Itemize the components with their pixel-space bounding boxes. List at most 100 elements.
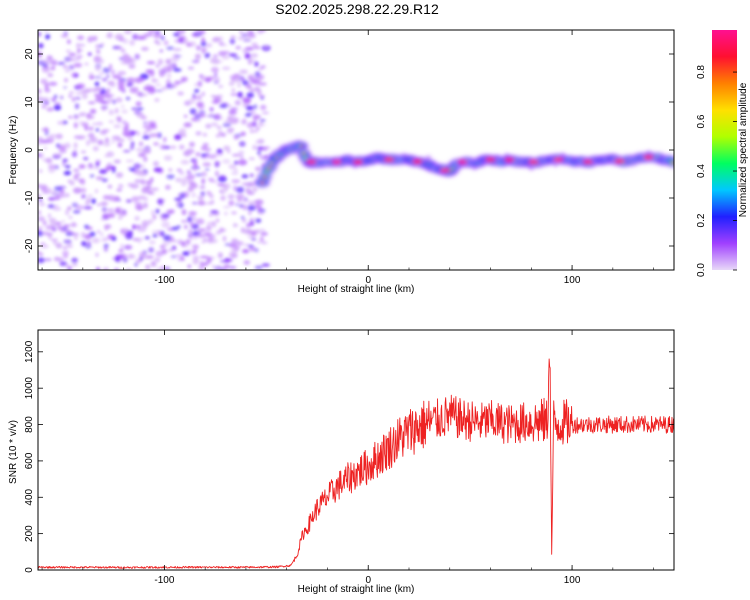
noise-blob bbox=[46, 135, 54, 139]
noise-blob bbox=[155, 83, 161, 87]
noise-blob bbox=[60, 194, 66, 198]
colorbar-gradient bbox=[712, 30, 737, 270]
noise-blob bbox=[246, 92, 255, 99]
noise-blob bbox=[245, 105, 254, 111]
noise-blob bbox=[180, 79, 185, 84]
noise-blob bbox=[95, 252, 99, 257]
noise-blob bbox=[83, 156, 89, 161]
noise-blob bbox=[227, 104, 232, 108]
spectrogram-y-tick-label: 0 bbox=[24, 147, 35, 153]
noise-blob bbox=[216, 183, 223, 186]
noise-blob bbox=[153, 161, 159, 167]
noise-blob bbox=[77, 47, 81, 54]
noise-blob bbox=[182, 134, 187, 137]
noise-blob bbox=[218, 84, 224, 88]
noise-blob bbox=[237, 81, 241, 88]
snr-line bbox=[38, 358, 674, 569]
noise-blob bbox=[105, 88, 111, 94]
noise-blob bbox=[177, 239, 183, 243]
noise-blob bbox=[221, 55, 230, 60]
noise-blob bbox=[247, 205, 257, 211]
noise-blob bbox=[99, 231, 104, 238]
noise-blob bbox=[254, 265, 263, 270]
noise-blob bbox=[156, 230, 162, 235]
snr-x-label: Height of straight line (km) bbox=[298, 584, 415, 595]
noise-blob bbox=[180, 159, 190, 165]
noise-blob bbox=[89, 139, 98, 144]
noise-blob bbox=[147, 30, 157, 34]
noise-blob bbox=[163, 234, 171, 241]
noise-blob bbox=[94, 76, 102, 79]
noise-blob bbox=[38, 88, 42, 94]
noise-blob bbox=[134, 202, 143, 206]
noise-blob bbox=[180, 180, 187, 187]
snr-y-tick-label: 0 bbox=[24, 567, 35, 573]
noise-blob bbox=[68, 94, 72, 98]
noise-blob bbox=[73, 73, 79, 78]
noise-blob bbox=[136, 112, 145, 118]
noise-blob bbox=[55, 153, 62, 157]
noise-blob bbox=[216, 126, 222, 129]
noise-blob bbox=[168, 168, 173, 172]
noise-blob bbox=[188, 211, 197, 218]
noise-blob bbox=[237, 36, 245, 41]
noise-blob bbox=[94, 81, 100, 87]
noise-blob bbox=[215, 170, 220, 177]
noise-blob bbox=[145, 69, 155, 74]
noise-blob bbox=[38, 152, 45, 159]
noise-blob bbox=[234, 100, 241, 106]
noise-blob bbox=[231, 88, 235, 92]
noise-blob bbox=[194, 89, 200, 93]
noise-blob bbox=[246, 122, 255, 129]
noise-blob bbox=[130, 141, 135, 147]
colorbar-label: Normalized spectral amplitude bbox=[738, 82, 749, 217]
noise-blob bbox=[52, 207, 62, 211]
noise-blob bbox=[73, 168, 80, 172]
noise-blob bbox=[73, 122, 78, 129]
noise-blob bbox=[87, 35, 96, 42]
noise-blob bbox=[229, 38, 236, 45]
noise-blob bbox=[230, 35, 236, 39]
noise-blob bbox=[77, 113, 87, 117]
noise-blob bbox=[249, 173, 254, 178]
noise-blob bbox=[159, 143, 167, 150]
noise-blob bbox=[175, 254, 183, 258]
noise-blob bbox=[128, 63, 136, 69]
noise-blob bbox=[209, 180, 218, 183]
noise-blob bbox=[134, 179, 142, 184]
noise-blob bbox=[165, 184, 171, 190]
noise-blob bbox=[201, 171, 208, 177]
noise-blob bbox=[68, 115, 73, 119]
noise-blob bbox=[133, 163, 141, 170]
noise-blob bbox=[198, 264, 206, 270]
colorbar-tick-label: 0.4 bbox=[696, 164, 707, 178]
noise-blob bbox=[195, 152, 201, 157]
noise-blob bbox=[41, 105, 47, 109]
noise-blob bbox=[160, 217, 169, 222]
ridge-peak bbox=[504, 158, 515, 162]
noise-blob bbox=[120, 104, 125, 109]
noise-blob bbox=[203, 232, 212, 237]
noise-blob bbox=[78, 120, 85, 125]
noise-blob bbox=[228, 81, 235, 86]
noise-blob bbox=[191, 192, 196, 198]
noise-blob bbox=[148, 218, 154, 224]
noise-blob bbox=[134, 216, 140, 221]
noise-blob bbox=[54, 101, 61, 106]
noise-blob bbox=[199, 229, 203, 233]
noise-blob bbox=[87, 115, 95, 119]
noise-blob bbox=[62, 161, 66, 167]
noise-blob bbox=[117, 76, 122, 82]
noise-blob bbox=[47, 197, 55, 201]
noise-blob bbox=[55, 143, 61, 148]
noise-blob bbox=[149, 240, 156, 245]
noise-blob bbox=[111, 167, 116, 174]
noise-blob bbox=[115, 138, 123, 142]
noise-blob bbox=[78, 55, 83, 58]
noise-blob bbox=[38, 51, 43, 58]
noise-blob bbox=[95, 127, 99, 132]
colorbar-ticks: 0.0 0.2 0.4 0.6 0.8 bbox=[696, 65, 737, 277]
noise-blob bbox=[191, 96, 198, 100]
noise-blob bbox=[194, 34, 199, 38]
